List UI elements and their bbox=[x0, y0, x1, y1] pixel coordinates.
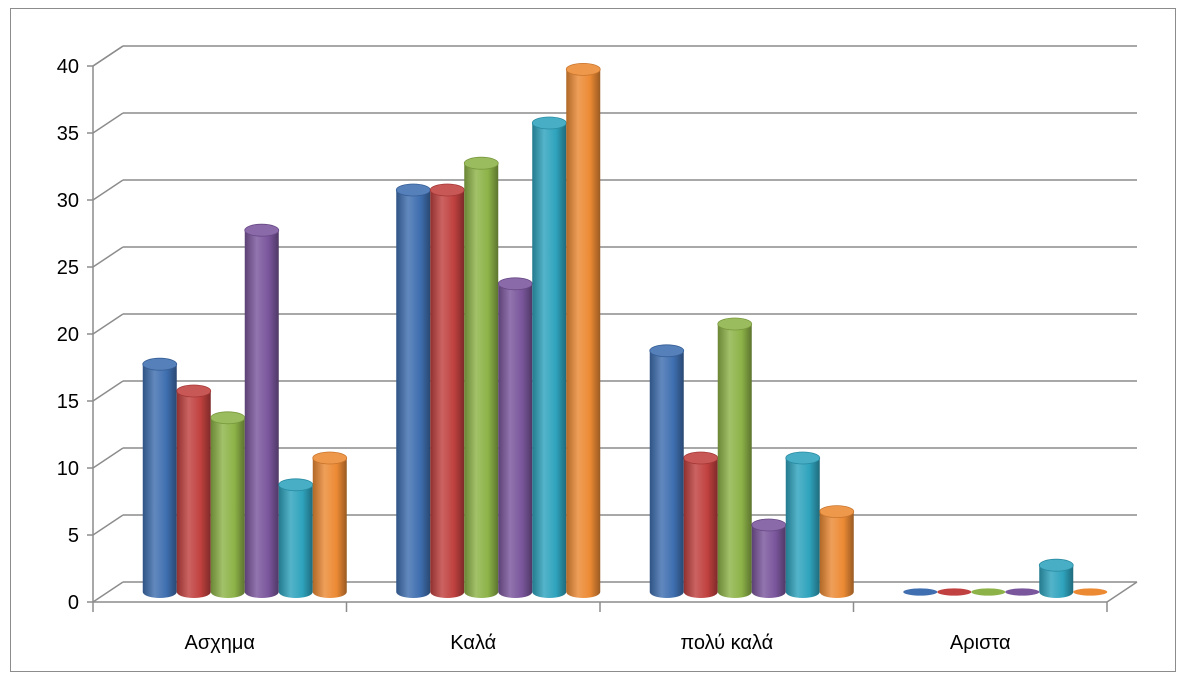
bar bbox=[937, 588, 972, 596]
x-tick-label: Αριστα bbox=[950, 632, 1011, 654]
gridline bbox=[92, 380, 1137, 402]
bar bbox=[463, 156, 499, 598]
floor-right-edge bbox=[1106, 581, 1138, 603]
bar bbox=[751, 518, 787, 598]
bar-chart: 0 5 10 15 20 25 30 35 40 Ασχημα Καλά πολύ καλά Αριστ… bbox=[57, 45, 1138, 654]
bar bbox=[278, 478, 314, 598]
bar bbox=[683, 451, 719, 598]
labels: 0 5 10 15 20 25 30 35 40 Ασχημα Καλά πολύ καλά Αριστ… bbox=[57, 56, 1011, 654]
x-tick-label: πολύ καλά bbox=[680, 632, 773, 654]
bar bbox=[649, 344, 685, 598]
bar bbox=[971, 588, 1006, 596]
gridline bbox=[92, 179, 1137, 201]
bars bbox=[142, 63, 1108, 598]
bar bbox=[1073, 588, 1108, 596]
x-tick-label: Ασχημα bbox=[185, 632, 255, 654]
y-tick-label: 0 bbox=[68, 592, 79, 614]
bar bbox=[429, 183, 465, 598]
y-tick-label: 10 bbox=[57, 458, 79, 480]
bar bbox=[395, 183, 431, 598]
bar bbox=[785, 451, 821, 598]
bar bbox=[531, 116, 567, 598]
y-tick-label: 30 bbox=[57, 190, 79, 212]
y-tick-label: 40 bbox=[57, 56, 79, 78]
y-tick-label: 35 bbox=[57, 123, 79, 145]
y-tick-label: 5 bbox=[68, 525, 79, 547]
x-tick-label: Καλά bbox=[450, 632, 496, 654]
chart-frame: 0 5 10 15 20 25 30 35 40 Ασχημα Καλά πολύ καλά Αριστ… bbox=[10, 8, 1176, 672]
y-tick-label: 20 bbox=[57, 324, 79, 346]
gridline bbox=[92, 246, 1137, 268]
bar bbox=[1005, 588, 1040, 596]
gridline bbox=[92, 313, 1137, 335]
bar bbox=[142, 357, 178, 598]
bar bbox=[1038, 558, 1074, 598]
bar bbox=[312, 451, 348, 598]
bar bbox=[497, 277, 533, 598]
bar bbox=[565, 63, 601, 598]
axes bbox=[87, 65, 1138, 612]
y-tick-label: 15 bbox=[57, 391, 79, 413]
bar bbox=[210, 411, 246, 598]
y-tick-label: 25 bbox=[57, 257, 79, 279]
gridline bbox=[92, 447, 1137, 469]
bar bbox=[176, 384, 212, 598]
bar bbox=[244, 223, 280, 598]
bar bbox=[819, 505, 855, 598]
bar bbox=[717, 317, 753, 598]
gridline bbox=[92, 112, 1137, 134]
gridline bbox=[92, 45, 1137, 67]
bar bbox=[903, 588, 938, 596]
